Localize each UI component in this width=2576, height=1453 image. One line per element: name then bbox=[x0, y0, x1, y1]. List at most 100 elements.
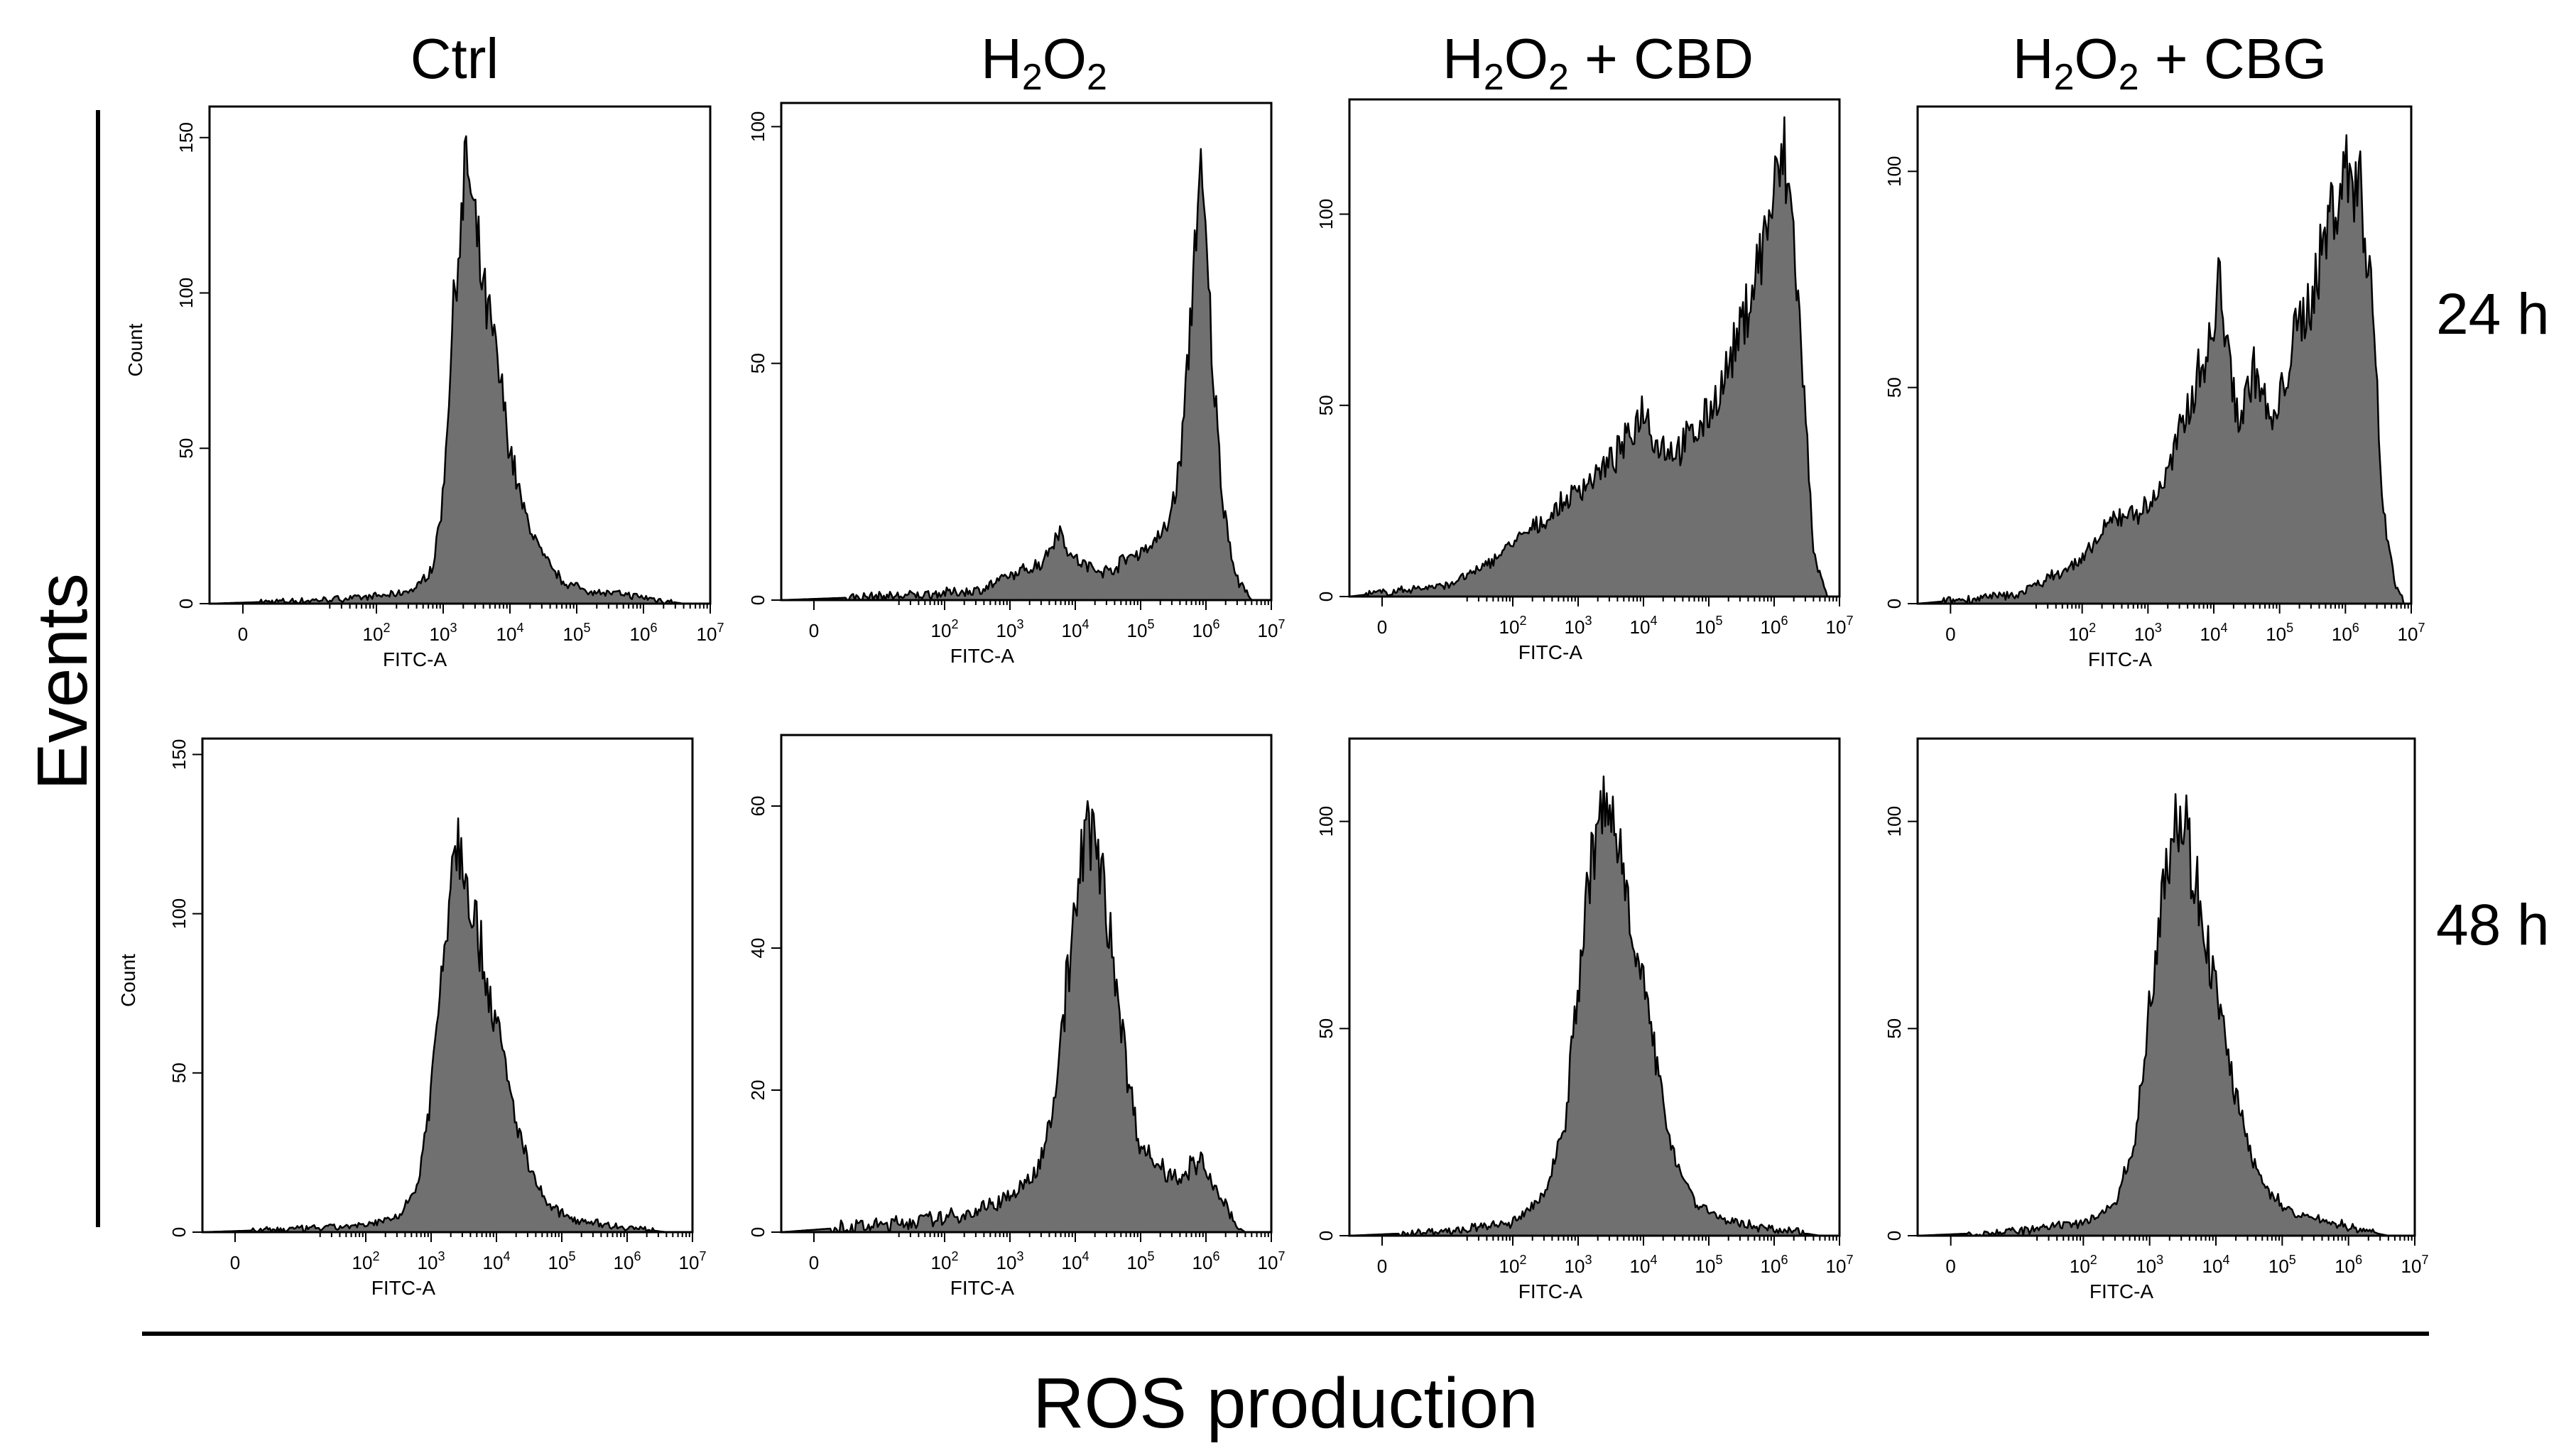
y-tick-label: 50 bbox=[1315, 1018, 1337, 1039]
y-tick-label: 100 bbox=[1884, 806, 1905, 837]
panel-r1-c3: 0 102 103 104 105 106 107 FITC-A 0 50 100 bbox=[1884, 737, 2429, 1302]
x-tick-label: 0 bbox=[809, 620, 819, 641]
x-tick-label: 102 bbox=[1499, 1253, 1527, 1277]
x-tick-label: 0 bbox=[230, 1252, 240, 1273]
y-tick-label: 150 bbox=[168, 739, 190, 770]
x-tick-label: 102 bbox=[1499, 614, 1527, 638]
x-tick-label: 106 bbox=[630, 621, 658, 645]
x-tick-label: 105 bbox=[2268, 1253, 2296, 1277]
x-tick-label: 102 bbox=[2068, 621, 2096, 645]
column-title-ctrl: Ctrl bbox=[411, 27, 499, 90]
events-axis-title: Events bbox=[23, 573, 102, 790]
x-tick-label: 104 bbox=[1630, 614, 1658, 638]
y-tick-label: 40 bbox=[747, 938, 768, 959]
x-tick-label: 0 bbox=[1945, 624, 1955, 645]
y-tick-label: 0 bbox=[168, 1227, 190, 1237]
x-tick-label: 102 bbox=[2070, 1253, 2097, 1277]
panel-r0-c2: 0 102 103 104 105 106 107 FITC-A 0 50 100 bbox=[1315, 98, 1854, 663]
x-tick-label: 104 bbox=[1062, 1249, 1089, 1273]
histogram-r0-c2 bbox=[1348, 116, 1841, 598]
x-axis-label: FITC-A bbox=[1518, 641, 1583, 663]
x-tick-label: 106 bbox=[2335, 1253, 2362, 1277]
y-tick-label: 0 bbox=[747, 1227, 768, 1237]
y-tick-label: 100 bbox=[1315, 806, 1337, 837]
x-tick-label: 0 bbox=[1945, 1256, 1955, 1277]
y-axis-label: Count bbox=[117, 954, 139, 1007]
y-tick-label: 50 bbox=[168, 1062, 190, 1083]
plot-frame bbox=[780, 734, 1273, 1234]
x-tick-label: 107 bbox=[1826, 1253, 1854, 1277]
x-axis-label: FITC-A bbox=[2089, 1280, 2154, 1302]
x-axis-label: FITC-A bbox=[383, 648, 447, 670]
y-tick-label: 100 bbox=[168, 898, 190, 929]
x-tick-label: 103 bbox=[996, 617, 1024, 641]
y-tick-label: 150 bbox=[175, 122, 197, 153]
x-tick-label: 105 bbox=[563, 621, 591, 645]
x-axis-label: FITC-A bbox=[950, 645, 1015, 667]
y-tick-label: 50 bbox=[175, 438, 197, 459]
x-tick-label: 104 bbox=[496, 621, 524, 645]
x-tick-label: 107 bbox=[2401, 1253, 2429, 1277]
x-tick-label: 102 bbox=[931, 617, 959, 641]
column-title-h2o2-cbd: H2O2 + CBD bbox=[1442, 27, 1754, 98]
row-label-24h: 24 h bbox=[2436, 282, 2550, 347]
x-tick-label: 103 bbox=[2136, 1253, 2163, 1277]
x-tick-label: 0 bbox=[809, 1252, 819, 1273]
x-tick-label: 103 bbox=[430, 621, 457, 645]
y-tick-label: 100 bbox=[747, 111, 768, 142]
x-tick-label: 103 bbox=[418, 1249, 445, 1273]
y-tick-label: 50 bbox=[1884, 377, 1905, 398]
row-label-48h: 48 h bbox=[2436, 893, 2550, 957]
x-tick-label: 105 bbox=[1127, 1249, 1155, 1273]
x-tick-label: 104 bbox=[2202, 1253, 2230, 1277]
histogram-r0-c0 bbox=[208, 135, 712, 605]
panel-r1-c0: 0 102 103 104 105 106 107 FITC-A 0 50 100 150 Count bbox=[117, 737, 707, 1299]
x-tick-label: 105 bbox=[1695, 1253, 1723, 1277]
x-axis-label: FITC-A bbox=[371, 1277, 436, 1299]
panel-r0-c3: 0 102 103 104 105 106 107 FITC-A 0 50 100 bbox=[1884, 105, 2425, 670]
y-tick-label: 100 bbox=[1884, 156, 1905, 187]
plot-frame bbox=[208, 105, 712, 605]
x-tick-label: 103 bbox=[1565, 1253, 1592, 1277]
panel-r1-c2: 0 102 103 104 105 106 107 FITC-A 0 50 100 bbox=[1315, 737, 1854, 1302]
y-tick-label: 0 bbox=[1315, 1231, 1337, 1241]
panel-r0-c1: 0 102 103 104 105 106 107 FITC-A 0 50 100 bbox=[747, 102, 1286, 667]
y-tick-label: 50 bbox=[1315, 395, 1337, 415]
x-tick-label: 102 bbox=[931, 1249, 959, 1273]
x-tick-label: 107 bbox=[679, 1249, 707, 1273]
plot-frame bbox=[1348, 737, 1841, 1237]
x-tick-label: 102 bbox=[352, 1249, 380, 1273]
histogram-r1-c3 bbox=[1916, 793, 2416, 1237]
x-tick-label: 104 bbox=[483, 1249, 511, 1273]
x-tick-label: 106 bbox=[2332, 621, 2359, 645]
x-tick-label: 106 bbox=[1761, 1253, 1788, 1277]
panel-r0-c0: 0 102 103 104 105 106 107 FITC-A 0 50 100 150 Count bbox=[124, 105, 724, 670]
x-tick-label: 105 bbox=[1695, 614, 1723, 638]
x-tick-label: 0 bbox=[1377, 1256, 1387, 1277]
x-tick-label: 107 bbox=[1826, 614, 1854, 638]
plot-frame bbox=[780, 102, 1273, 602]
y-tick-label: 100 bbox=[175, 278, 197, 308]
plot-frame bbox=[1348, 98, 1841, 598]
x-tick-label: 106 bbox=[1192, 617, 1220, 641]
column-title-h2o2-cbg: H2O2 + CBG bbox=[2013, 27, 2327, 98]
x-tick-label: 107 bbox=[697, 621, 724, 645]
x-tick-label: 106 bbox=[1192, 1249, 1220, 1273]
x-tick-label: 104 bbox=[1062, 617, 1089, 641]
x-tick-label: 107 bbox=[1258, 1249, 1286, 1273]
histogram-r1-c0 bbox=[201, 817, 694, 1234]
y-tick-label: 50 bbox=[747, 353, 768, 374]
x-tick-label: 104 bbox=[1630, 1253, 1658, 1277]
ros-axis-title: ROS production bbox=[1033, 1364, 1538, 1443]
x-tick-label: 107 bbox=[1258, 617, 1286, 641]
plot-frame bbox=[1916, 105, 2413, 605]
x-tick-label: 106 bbox=[614, 1249, 641, 1273]
x-tick-label: 103 bbox=[1565, 614, 1592, 638]
y-tick-label: 60 bbox=[747, 796, 768, 817]
histogram-r0-c1 bbox=[780, 148, 1273, 602]
histogram-r1-c1 bbox=[780, 800, 1273, 1234]
plot-frame bbox=[201, 737, 694, 1234]
x-tick-label: 102 bbox=[363, 621, 391, 645]
y-tick-label: 20 bbox=[747, 1080, 768, 1101]
